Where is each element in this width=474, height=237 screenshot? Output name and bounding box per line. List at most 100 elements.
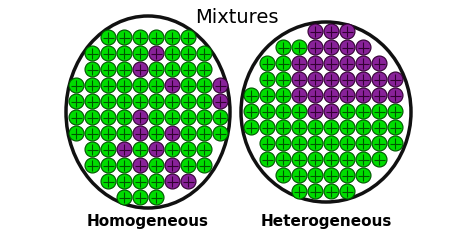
Circle shape <box>165 142 180 157</box>
Circle shape <box>213 126 228 141</box>
Circle shape <box>133 62 148 77</box>
Circle shape <box>356 168 371 183</box>
Circle shape <box>324 120 339 135</box>
Circle shape <box>356 136 371 151</box>
Circle shape <box>133 94 148 109</box>
Circle shape <box>340 104 355 119</box>
Text: Homogeneous: Homogeneous <box>87 214 209 229</box>
Circle shape <box>308 88 323 103</box>
Circle shape <box>356 104 371 119</box>
Circle shape <box>133 78 148 93</box>
Circle shape <box>213 110 228 125</box>
Circle shape <box>117 78 132 93</box>
Circle shape <box>356 56 371 71</box>
Circle shape <box>276 120 291 135</box>
Circle shape <box>324 56 339 71</box>
Circle shape <box>388 72 403 87</box>
Circle shape <box>356 152 371 167</box>
Circle shape <box>197 94 212 109</box>
Circle shape <box>149 30 164 45</box>
Circle shape <box>340 88 355 103</box>
Circle shape <box>308 120 323 135</box>
Circle shape <box>101 94 116 109</box>
Circle shape <box>197 62 212 77</box>
Circle shape <box>133 190 148 205</box>
Circle shape <box>133 46 148 61</box>
Circle shape <box>324 136 339 151</box>
Circle shape <box>181 94 196 109</box>
Circle shape <box>276 104 291 119</box>
Circle shape <box>308 40 323 55</box>
Circle shape <box>324 104 339 119</box>
Circle shape <box>276 72 291 87</box>
Circle shape <box>308 72 323 87</box>
Circle shape <box>101 126 116 141</box>
Circle shape <box>149 158 164 173</box>
Circle shape <box>308 184 323 199</box>
Circle shape <box>308 104 323 119</box>
Circle shape <box>197 110 212 125</box>
Circle shape <box>181 78 196 93</box>
Circle shape <box>356 88 371 103</box>
Circle shape <box>340 168 355 183</box>
Circle shape <box>324 184 339 199</box>
Circle shape <box>117 110 132 125</box>
Circle shape <box>133 174 148 189</box>
Circle shape <box>85 94 100 109</box>
Circle shape <box>85 126 100 141</box>
Circle shape <box>324 88 339 103</box>
Circle shape <box>165 110 180 125</box>
Circle shape <box>308 136 323 151</box>
Circle shape <box>165 62 180 77</box>
Circle shape <box>181 126 196 141</box>
Circle shape <box>101 62 116 77</box>
Circle shape <box>213 94 228 109</box>
Circle shape <box>101 158 116 173</box>
Circle shape <box>244 88 259 103</box>
Circle shape <box>149 46 164 61</box>
Circle shape <box>260 88 275 103</box>
Circle shape <box>133 142 148 157</box>
Circle shape <box>213 78 228 93</box>
Text: Mixtures: Mixtures <box>195 8 279 27</box>
Circle shape <box>149 142 164 157</box>
Circle shape <box>372 120 387 135</box>
Circle shape <box>388 88 403 103</box>
Circle shape <box>292 184 307 199</box>
Circle shape <box>260 72 275 87</box>
Circle shape <box>165 94 180 109</box>
Circle shape <box>85 110 100 125</box>
Circle shape <box>101 110 116 125</box>
Circle shape <box>324 40 339 55</box>
Circle shape <box>69 126 84 141</box>
Circle shape <box>340 56 355 71</box>
Circle shape <box>85 46 100 61</box>
Circle shape <box>308 56 323 71</box>
Circle shape <box>165 174 180 189</box>
Circle shape <box>149 110 164 125</box>
Circle shape <box>149 94 164 109</box>
Circle shape <box>117 158 132 173</box>
Circle shape <box>149 62 164 77</box>
Circle shape <box>197 126 212 141</box>
Circle shape <box>292 152 307 167</box>
Circle shape <box>133 30 148 45</box>
Circle shape <box>133 126 148 141</box>
Circle shape <box>133 110 148 125</box>
Circle shape <box>292 104 307 119</box>
Circle shape <box>372 136 387 151</box>
Circle shape <box>324 72 339 87</box>
Circle shape <box>197 142 212 157</box>
Circle shape <box>69 78 84 93</box>
Circle shape <box>308 152 323 167</box>
Circle shape <box>181 142 196 157</box>
Circle shape <box>388 136 403 151</box>
Circle shape <box>324 24 339 39</box>
Circle shape <box>101 142 116 157</box>
Circle shape <box>85 158 100 173</box>
Circle shape <box>181 110 196 125</box>
Circle shape <box>276 88 291 103</box>
Circle shape <box>372 152 387 167</box>
Circle shape <box>308 24 323 39</box>
Circle shape <box>117 190 132 205</box>
